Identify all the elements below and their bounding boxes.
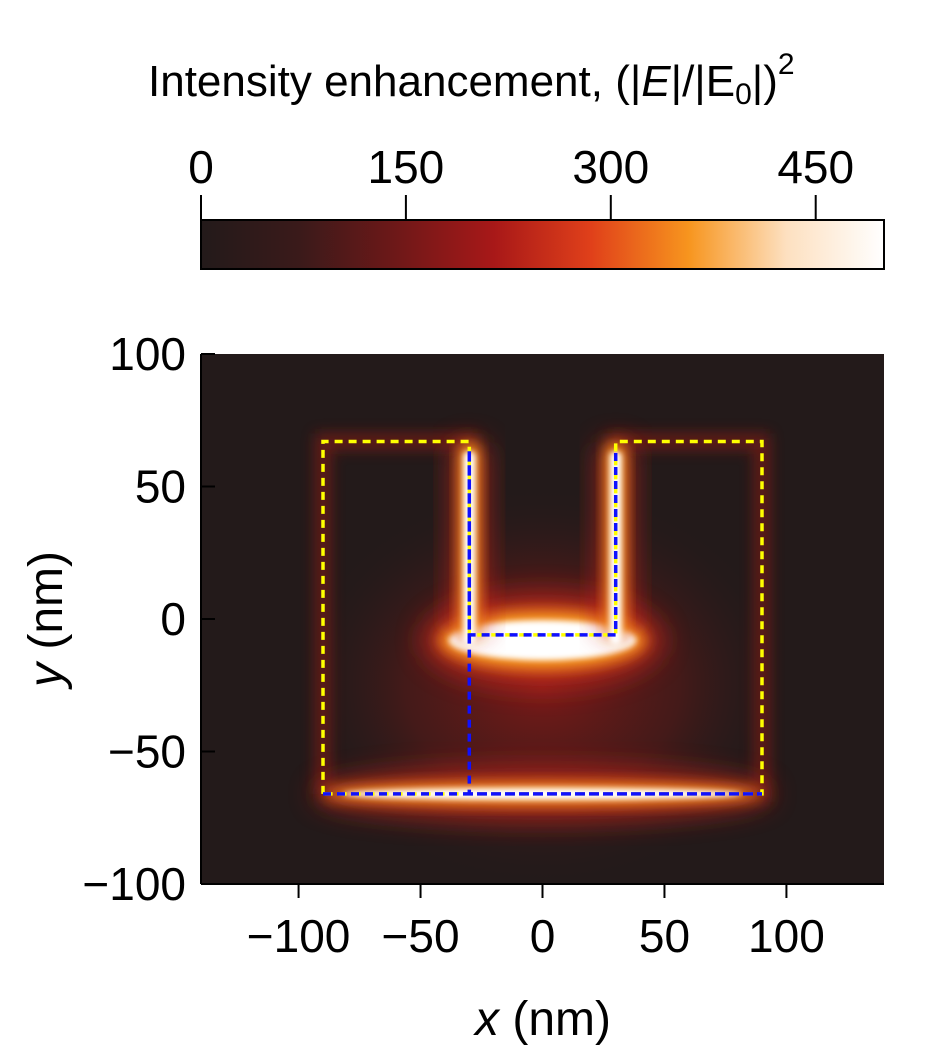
hotspot-core bbox=[448, 620, 637, 661]
x-tick-label: −50 bbox=[382, 910, 460, 962]
axes: −100 −50 0 50 100 −100 −50 0 50 100 bbox=[82, 328, 884, 962]
x-tick-label: 0 bbox=[530, 910, 556, 962]
x-tick-label: 100 bbox=[748, 910, 825, 962]
colorbar-tick-label: 150 bbox=[368, 141, 445, 193]
x-tick-label: −100 bbox=[247, 910, 351, 962]
colorbar-tick-label: 450 bbox=[777, 141, 854, 193]
y-tick-label: 0 bbox=[160, 593, 186, 645]
colorbar-gradient bbox=[200, 219, 885, 270]
colorbar-tick-label: 0 bbox=[188, 141, 214, 193]
y-tick-label: 50 bbox=[135, 461, 186, 513]
x-axis-label: x (nm) bbox=[473, 993, 611, 1046]
x-tick-label: 50 bbox=[639, 910, 690, 962]
y-axis-label: y (nm) bbox=[20, 551, 73, 690]
y-tick-label: −100 bbox=[82, 858, 186, 910]
y-tick-label: −50 bbox=[108, 726, 186, 778]
y-tick-label: 100 bbox=[109, 328, 186, 380]
colorbar: 0 150 300 450 bbox=[188, 141, 885, 270]
heatmap-panel bbox=[201, 354, 884, 884]
colorbar-title: Intensity enhancement, (|E|/|E0|)2 bbox=[148, 48, 795, 111]
colorbar-tick-label: 300 bbox=[572, 141, 649, 193]
colorbar-title-text: Intensity enhancement, bbox=[148, 57, 615, 106]
